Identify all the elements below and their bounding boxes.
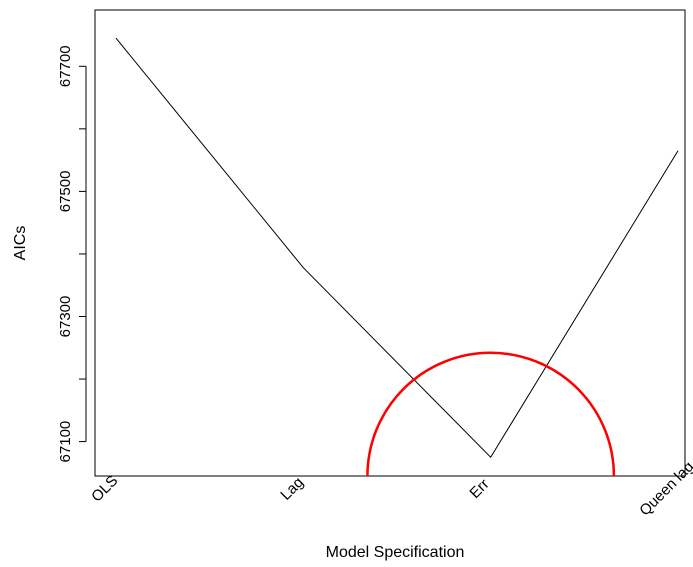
highlight-semicircle [366,351,616,477]
y-axis [79,65,87,443]
annotation-layer [366,351,616,477]
x-tick-label: Queen lag [636,458,693,519]
plot-frame [94,9,686,477]
series-layer [115,37,679,459]
x-tick-label: Err [466,476,492,502]
y-tick-label: 67700 [57,45,74,87]
y-tick-labels: 67100 67300 67500 67700 [57,45,74,462]
y-tick-label: 67500 [57,171,74,213]
y-tick-label: 67300 [57,296,74,338]
x-tick-label: Lag [277,474,307,504]
x-tick-label: OLS [88,472,121,505]
y-axis-title: AICs [12,226,29,261]
series-line [115,37,679,459]
y-tick-label: 67100 [57,421,74,463]
x-tick-labels: OLS Lag Err Queen lag [88,458,693,519]
x-axis-title: Model Specification [326,544,465,561]
